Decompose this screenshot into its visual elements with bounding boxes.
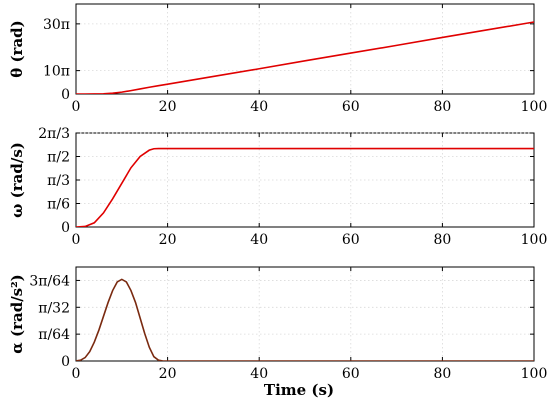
- x-tick-label: 80: [433, 99, 451, 115]
- y-tick-label: 30π: [43, 17, 70, 33]
- y-tick-label: 0: [61, 354, 70, 370]
- series-line: [76, 147, 534, 227]
- y-tick-label: 0: [61, 220, 70, 236]
- series-line: [76, 278, 534, 361]
- x-tick-label: 100: [521, 232, 548, 248]
- y-tick-label: 0: [61, 87, 70, 103]
- x-tick-label: 60: [342, 232, 360, 248]
- chart-panel-2: 0 20 40 60 80 100 0 π/6 π/3 π/2 2π/3 ω (rad/s): [8, 126, 547, 248]
- x-tick-label: 0: [72, 232, 81, 248]
- y-axis-label: ω (rad/s): [8, 142, 26, 218]
- series-line: [76, 21, 534, 94]
- x-tick-label: 40: [250, 99, 268, 115]
- plot-area: [75, 266, 535, 362]
- x-tick-label: 40: [250, 366, 268, 382]
- y-axis-label: θ (rad): [8, 20, 26, 78]
- y-tick-label: π/3: [47, 173, 70, 189]
- x-axis-label: Time (s): [264, 381, 334, 399]
- x-tick-label: 60: [342, 99, 360, 115]
- plot-area: [75, 3, 535, 95]
- x-tick-label: 80: [433, 232, 451, 248]
- x-tick-label: 60: [342, 366, 360, 382]
- x-tick-label: 20: [159, 99, 177, 115]
- x-tick-label: 80: [433, 366, 451, 382]
- y-tick-label: 3π/64: [29, 273, 70, 289]
- x-tick-label: 20: [159, 366, 177, 382]
- y-tick-label: π/32: [38, 300, 70, 316]
- x-tick-label: 20: [159, 232, 177, 248]
- y-tick-label: 2π/3: [38, 126, 70, 142]
- y-tick-label: π/2: [47, 150, 70, 166]
- y-axis-label: α (rad/s²): [8, 274, 26, 354]
- y-tick-label: π/64: [38, 327, 70, 343]
- y-tick-label: 10π: [43, 64, 70, 80]
- y-tick-label: π/6: [47, 197, 70, 213]
- x-tick-label: 100: [521, 366, 548, 382]
- x-tick-label: 0: [72, 366, 81, 382]
- chart-panel-3: 0 20 40 60 80 100 0 π/64 π/32 3π/64α (rad/s²) Time…: [8, 266, 548, 399]
- x-tick-label: 0: [72, 99, 81, 115]
- x-tick-label: 100: [521, 99, 548, 115]
- x-tick-label: 40: [250, 232, 268, 248]
- chart-panel-1: 0 20 40 60 80 100 0 10π 30π θ (rad): [8, 3, 548, 115]
